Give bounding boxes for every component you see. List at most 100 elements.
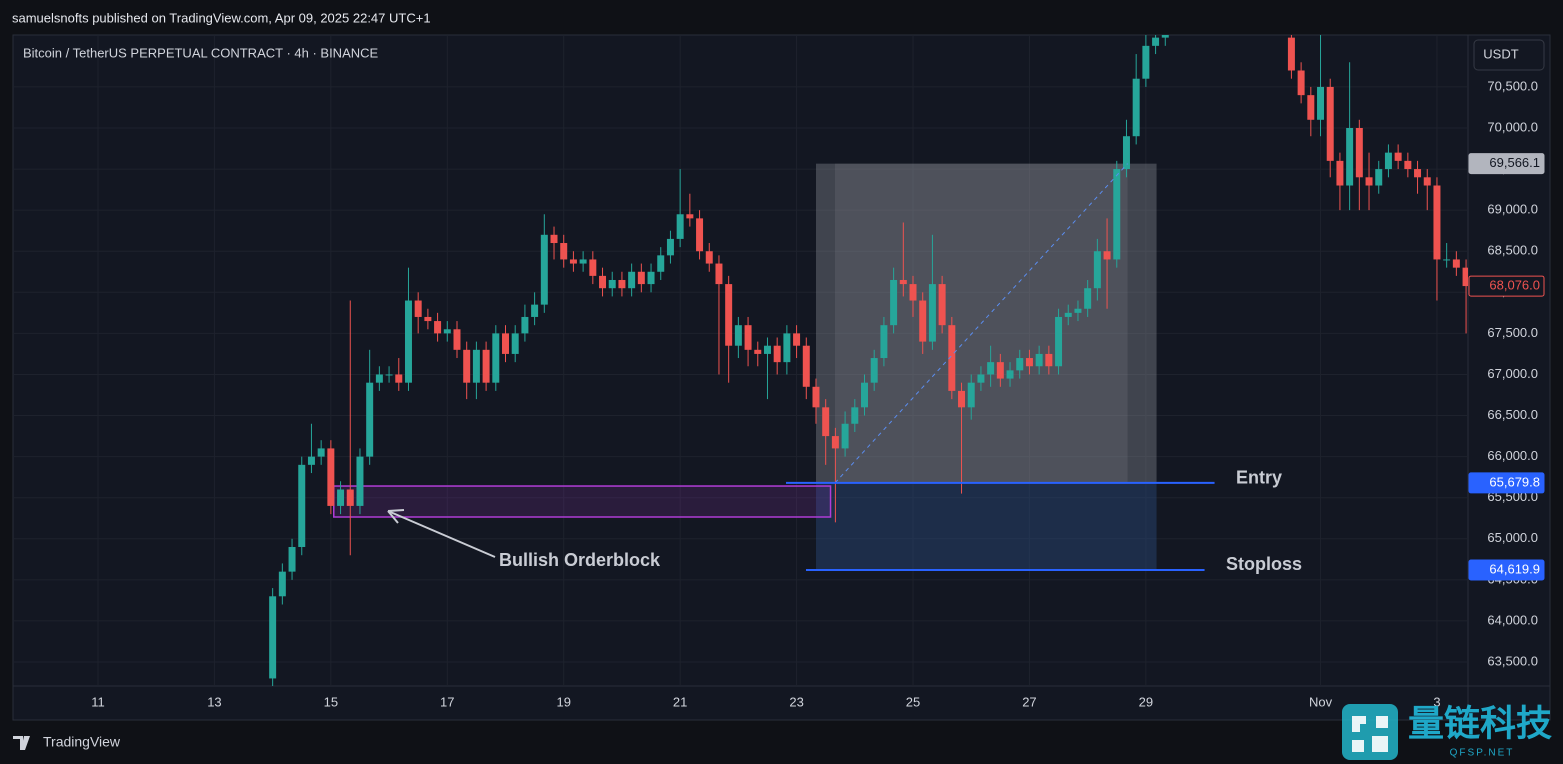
candle-body <box>579 259 587 264</box>
candle-body <box>890 279 898 326</box>
x-tick-label: 11 <box>91 694 105 709</box>
candle-body <box>1055 316 1063 367</box>
candle-body <box>540 234 548 305</box>
y-tick-label: 65,000.0 <box>1487 530 1538 545</box>
candle-body <box>899 279 907 285</box>
candle-body <box>1006 370 1014 379</box>
y-tick-label: 67,500.0 <box>1487 325 1538 340</box>
candle-body <box>307 456 315 465</box>
price-badge <box>1468 472 1545 494</box>
candle-body <box>317 448 325 457</box>
candle-body <box>404 300 412 383</box>
y-tick-label: 70,500.0 <box>1487 78 1538 93</box>
candle-body <box>1375 169 1383 186</box>
candle-body <box>1307 95 1315 120</box>
candle-body <box>599 275 607 289</box>
candle-body <box>812 386 820 408</box>
publisher-line: samuelsnofts published on TradingView.co… <box>12 10 431 25</box>
candle-body <box>938 284 946 326</box>
y-tick-label: 63,500.0 <box>1487 653 1538 668</box>
y-tick-label: 70,000.0 <box>1487 119 1538 134</box>
candle-body <box>1346 128 1354 186</box>
loss-zone <box>815 482 1157 571</box>
candle-body <box>531 304 539 317</box>
y-tick-label: 66,000.0 <box>1487 448 1538 463</box>
candle-body <box>1297 70 1305 96</box>
x-tick-label: 29 <box>1139 694 1153 709</box>
y-tick-label: 67,000.0 <box>1487 366 1538 381</box>
candle-body <box>647 271 655 285</box>
currency-label[interactable]: USDT <box>1483 46 1518 61</box>
candle-body <box>1394 152 1402 161</box>
candle-body <box>1404 160 1412 170</box>
candle-body <box>443 329 451 334</box>
drawings: Entry Stoploss <box>785 163 1302 574</box>
candle-body <box>705 251 713 264</box>
candle-body <box>666 238 674 256</box>
price-badge <box>1468 275 1545 297</box>
candle-body <box>909 284 917 301</box>
brand-logo <box>13 736 30 750</box>
candle-body <box>346 489 354 506</box>
candle-body <box>1074 308 1082 313</box>
candle-body <box>996 362 1004 379</box>
y-tick-label: 64,000.0 <box>1487 612 1538 627</box>
candle-body <box>715 263 723 285</box>
candle-body <box>288 546 296 572</box>
candle-body <box>793 333 801 346</box>
price-badge-label: 64,619.9 <box>1489 561 1540 576</box>
candle-body <box>463 349 471 383</box>
candle-body <box>1433 185 1441 260</box>
x-tick-label: 19 <box>556 694 570 709</box>
watermark-logo-mark <box>1352 716 1388 752</box>
x-tick-label: 25 <box>906 694 920 709</box>
profit-zone <box>815 163 1157 483</box>
x-tick-label: 15 <box>324 694 338 709</box>
candle-body <box>637 271 645 285</box>
currency-button[interactable] <box>1473 39 1545 71</box>
candle-body <box>618 279 626 289</box>
candle-body <box>822 407 830 437</box>
candle-body <box>1113 169 1121 260</box>
candle-body <box>1016 358 1024 371</box>
x-tick-label: 27 <box>1022 694 1036 709</box>
candle-body <box>472 349 480 383</box>
watermark-site: QFSP.NET <box>1450 748 1515 759</box>
candle-body <box>1161 35 1169 38</box>
candle-body <box>958 390 966 408</box>
candle-body <box>870 358 878 383</box>
candle-body <box>1443 259 1451 261</box>
candle-body <box>744 325 752 350</box>
candle-body <box>569 259 577 264</box>
candle-body <box>337 489 345 506</box>
candle-body <box>919 300 927 342</box>
y-tick-label: 66,500.0 <box>1487 407 1538 422</box>
candle-body <box>861 382 868 408</box>
x-tick-label: 3 <box>1433 694 1440 709</box>
x-tick-label: 13 <box>207 694 221 709</box>
orderblock-arrow-head <box>387 509 405 524</box>
symbol-title: Bitcoin / TetherUS PERPETUAL CONTRACT · … <box>23 45 379 60</box>
candle-body <box>589 259 597 276</box>
candle-body <box>502 333 509 354</box>
candle-body <box>1287 37 1295 71</box>
candle-body <box>628 271 636 289</box>
candle-body <box>1152 37 1160 46</box>
candle-body <box>424 316 432 322</box>
candle-body <box>773 345 781 363</box>
brand-name: TradingView <box>43 734 121 750</box>
candles <box>269 35 1468 686</box>
candle-body <box>385 374 393 376</box>
candle-body <box>1103 251 1111 260</box>
candle-body <box>880 325 888 359</box>
candle-body <box>831 436 839 449</box>
candle-body <box>521 316 529 334</box>
candle-body <box>269 596 277 679</box>
candle-body <box>802 345 810 387</box>
x-tick-label: 17 <box>440 694 454 709</box>
candle-body <box>763 345 771 354</box>
candle-body <box>1064 312 1072 317</box>
candle-body <box>841 423 849 449</box>
candle-body <box>1317 86 1325 120</box>
candle-body <box>1045 353 1053 367</box>
